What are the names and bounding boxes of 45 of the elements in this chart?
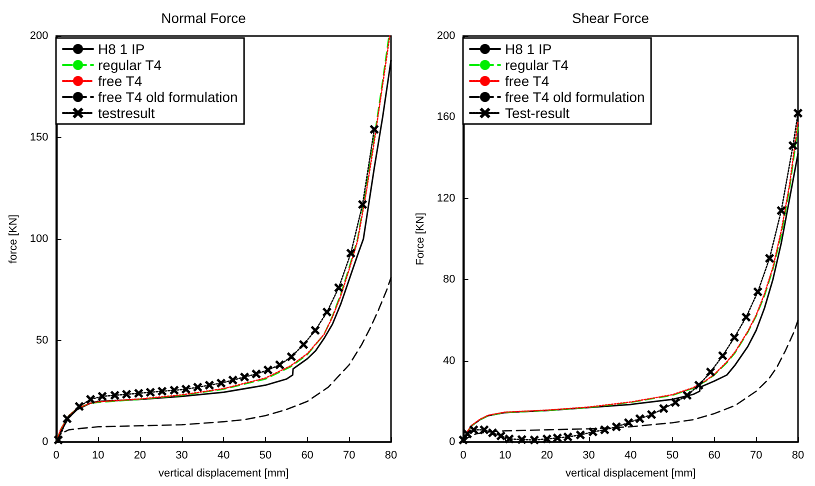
y-axis-title: Force [KN] — [414, 212, 426, 266]
legend-label: free T4 — [98, 73, 142, 89]
x-tick-label: 50 — [259, 450, 272, 462]
x-tick-label: 10 — [92, 450, 104, 462]
y-tick-label: 80 — [443, 274, 456, 286]
y-axis-title: force [KN] — [8, 214, 20, 264]
x-tick-label: 40 — [218, 450, 230, 462]
y-tick-label: 0 — [449, 436, 456, 448]
x-tick-label: 30 — [582, 450, 595, 462]
x-tick-label: 80 — [792, 450, 804, 462]
y-tick-label: 200 — [436, 30, 456, 42]
legend-label: regular T4 — [505, 57, 569, 73]
x-tick-label: 70 — [750, 450, 762, 462]
y-tick-label: 50 — [36, 334, 48, 346]
legend-label: H8 1 IP — [98, 41, 145, 57]
y-tick-label: 100 — [30, 233, 48, 245]
x-tick-label: 0 — [53, 450, 60, 462]
legend-label: Test-result — [505, 105, 570, 121]
x-tick-label: 80 — [384, 450, 398, 462]
y-tick-label: 120 — [436, 192, 456, 204]
x-tick-label: 30 — [176, 450, 188, 462]
x-tick-label: 50 — [666, 450, 679, 462]
chart-title: Shear Force — [572, 10, 650, 26]
x-tick-label: 10 — [498, 450, 512, 462]
y-tick-label: 160 — [436, 111, 456, 124]
legend-label: free T4 old formulation — [505, 89, 645, 105]
x-tick-label: 20 — [134, 450, 146, 462]
y-tick-label: 150 — [30, 132, 48, 144]
legend-label: free T4 old formulation — [98, 89, 238, 105]
x-tick-label: 40 — [624, 450, 637, 462]
x-tick-label: 20 — [540, 450, 554, 462]
x-axis-title: vertical displacement [mm] — [566, 468, 696, 480]
x-tick-label: 60 — [301, 450, 314, 462]
chart-title: Normal Force — [161, 10, 246, 26]
y-tick-label: 200 — [30, 30, 48, 42]
legend-label: testresult — [98, 105, 155, 121]
x-tick-label: 60 — [708, 450, 720, 462]
legend-label: H8 1 IP — [505, 41, 552, 57]
legend-label: regular T4 — [98, 57, 162, 73]
x-tick-label: 0 — [460, 450, 466, 462]
x-axis-title: vertical displacement [mm] — [158, 468, 289, 480]
legend-label: free T4 — [505, 73, 550, 89]
y-tick-label: 40 — [443, 354, 456, 367]
y-tick-label: 0 — [42, 436, 48, 448]
x-tick-label: 70 — [343, 450, 356, 462]
